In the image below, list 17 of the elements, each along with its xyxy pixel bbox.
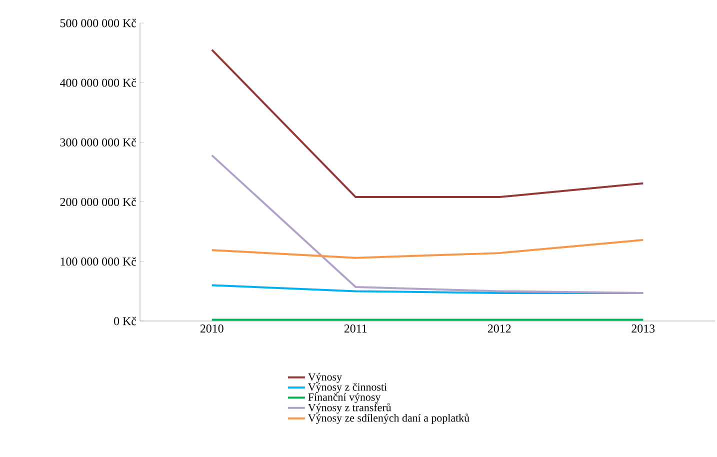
x-tick-label: 2012 <box>488 324 511 333</box>
line-series <box>210 154 644 294</box>
y-tick-label: 100 000 000 Kč <box>60 257 136 266</box>
legend-label: Výnosy z činnosti <box>308 382 387 393</box>
legend-label: Výnosy z transferů <box>308 403 392 414</box>
y-tick-label: 500 000 000 Kč <box>60 18 136 28</box>
x-tick-label: 2013 <box>632 324 655 333</box>
legend-label: Výnosy ze sdílených daní a poplatků <box>308 414 470 424</box>
y-tick-label: 200 000 000 Kč <box>60 198 136 206</box>
x-tick-label: 2011 <box>344 324 367 333</box>
line-series <box>210 238 644 259</box>
x-tick-label: 2010 <box>200 324 224 333</box>
legend-label: Výnosy <box>308 372 342 383</box>
legend-label: Finanční výnosy <box>308 393 381 404</box>
y-tick-label: 400 000 000 Kč <box>60 78 136 87</box>
y-tick-label: 0 Kč <box>114 316 136 326</box>
y-tick-label: 300 000 000 Kč <box>60 138 136 146</box>
